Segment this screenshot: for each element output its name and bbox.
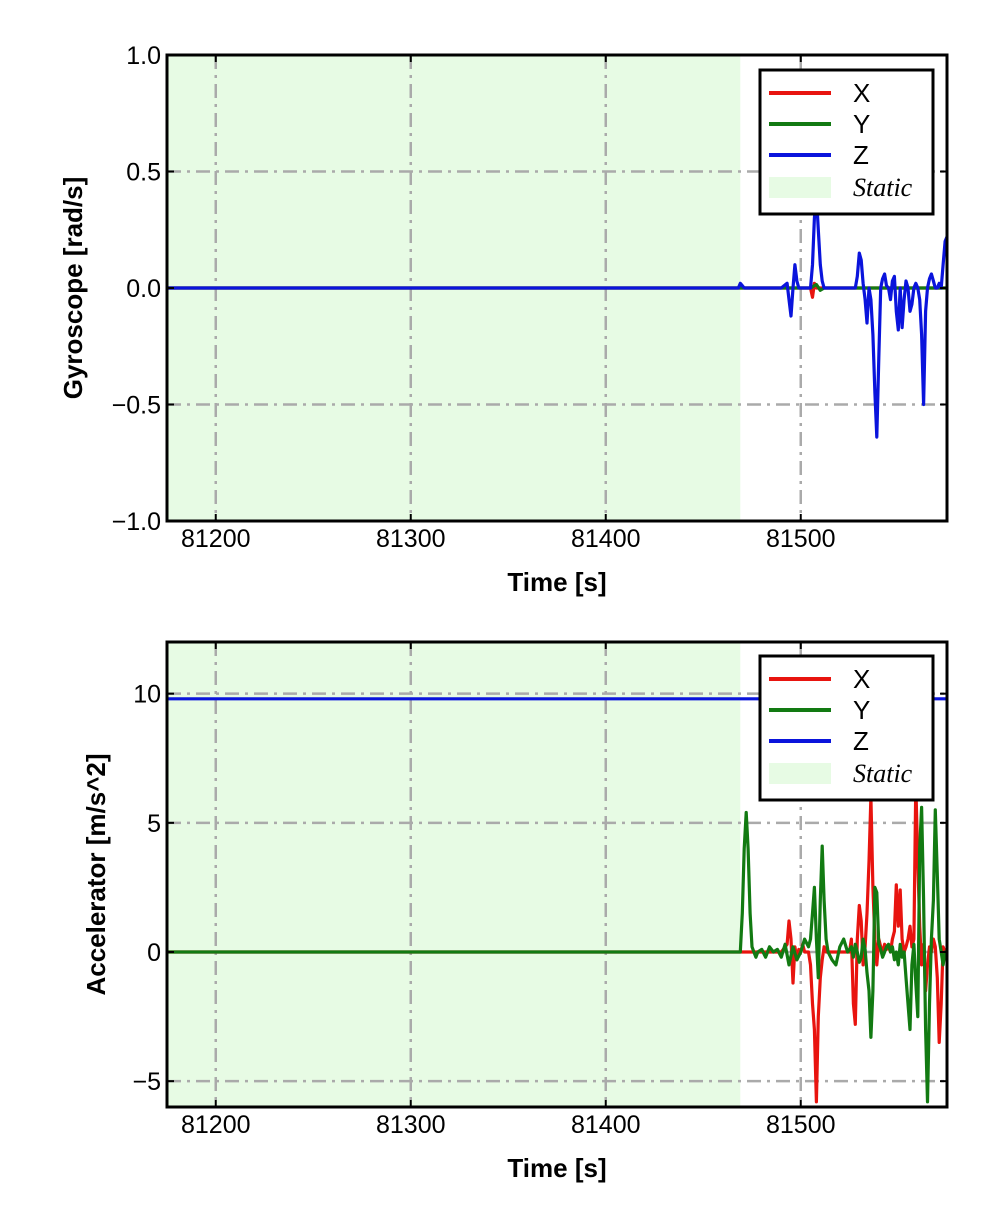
accelerator-chart: 81200 81300 81400 81500 −5 0 5 10 Accelerator [… [81, 640, 949, 1183]
legend-label-x: X [853, 664, 870, 694]
x-tick-label: 81500 [766, 1111, 836, 1139]
y-tick-label: 0.0 [126, 275, 161, 303]
legend-label-y: Y [853, 109, 870, 139]
legend-static-patch [769, 177, 831, 198]
y-tick-label: 0 [147, 939, 161, 967]
legend-label-y: Y [853, 695, 870, 725]
legend: X Y Z Static [758, 654, 935, 802]
y-tick-label: −5 [132, 1068, 161, 1096]
x-tick-label: 81300 [376, 1111, 446, 1139]
y-tick-label: −1.0 [112, 508, 161, 536]
x-tick-label: 81200 [181, 1111, 251, 1139]
x-tick-label: 81200 [181, 525, 251, 553]
y-tick-label: 1.0 [126, 42, 161, 70]
legend-label-z: Z [853, 140, 869, 170]
x-tick-label: 81400 [571, 525, 641, 553]
y-axis-title: Accelerator [m/s^2] [81, 753, 111, 995]
gyroscope-chart: 81200 81300 81400 81500 −1.0 −0.5 0.0 0.5 1.0 Gy… [58, 42, 949, 597]
y-tick-label: −0.5 [112, 392, 161, 420]
ticks: 81200 81300 81400 81500 −1.0 −0.5 0.0 0.5 1.0 [112, 42, 947, 553]
legend-label-static: Static [853, 759, 913, 788]
ticks: 81200 81300 81400 81500 −5 0 5 10 [132, 642, 947, 1139]
legend: X Y Z Static [758, 68, 935, 216]
series-line-y [167, 805, 947, 1104]
series-line-z [167, 193, 947, 439]
series-lines [167, 193, 947, 439]
legend-label-z: Z [853, 726, 869, 756]
x-axis-title: Time [s] [507, 567, 606, 597]
plot-frame [165, 640, 949, 1109]
x-axis-title: Time [s] [507, 1153, 606, 1183]
legend-label-static: Static [853, 173, 913, 202]
static-region [167, 642, 741, 1107]
x-tick-label: 81400 [571, 1111, 641, 1139]
y-axis-title: Gyroscope [rad/s] [58, 177, 88, 400]
x-tick-label: 81300 [376, 525, 446, 553]
legend-static-patch [769, 763, 831, 784]
y-tick-label: 5 [147, 810, 161, 838]
legend-label-x: X [853, 78, 870, 108]
x-tick-label: 81500 [766, 525, 836, 553]
y-tick-label: 10 [133, 681, 161, 709]
y-tick-label: 0.5 [126, 159, 161, 187]
